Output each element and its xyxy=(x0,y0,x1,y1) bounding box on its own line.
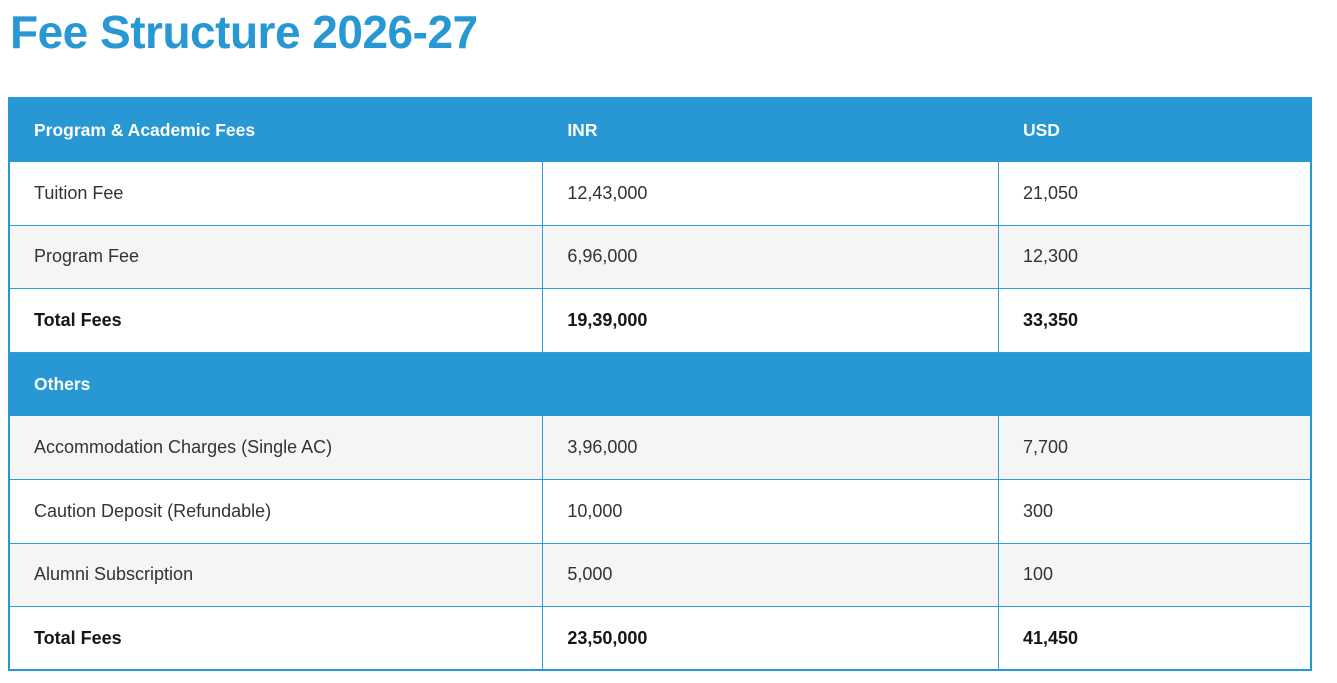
fee-usd-value: 41,450 xyxy=(998,606,1312,671)
fee-inr-value: 6,96,000 xyxy=(542,224,999,290)
fee-inr-value: 10,000 xyxy=(542,479,999,544)
table-row-program-fee: Program Fee 6,96,000 12,300 xyxy=(8,224,1312,290)
table-row-tuition-fee: Tuition Fee 12,43,000 21,050 xyxy=(8,161,1312,226)
fee-usd-value: 21,050 xyxy=(998,161,1312,226)
table-row-caution-deposit: Caution Deposit (Refundable) 10,000 300 xyxy=(8,479,1312,544)
fee-label: Program Fee xyxy=(8,224,544,290)
fee-label: Accommodation Charges (Single AC) xyxy=(8,415,544,481)
fee-inr-value: 12,43,000 xyxy=(542,161,999,226)
section-header-program-academic-fees: Program & Academic Fees INR USD xyxy=(8,97,1312,163)
section-header-others: Others xyxy=(8,351,1312,417)
column-header-usd: USD xyxy=(998,97,1312,163)
fee-inr-value: 3,96,000 xyxy=(542,415,999,481)
page-title: Fee Structure 2026-27 xyxy=(10,6,478,58)
section-header-label: Others xyxy=(8,351,544,417)
fee-usd-value: 12,300 xyxy=(998,224,1312,290)
fee-structure-table: Program & Academic Fees INR USD Tuition … xyxy=(8,97,1312,672)
table-row-alumni-subscription: Alumni Subscription 5,000 100 xyxy=(8,542,1312,608)
column-header-inr: INR xyxy=(542,97,999,163)
fee-usd-value: 33,350 xyxy=(998,288,1312,353)
fee-label: Total Fees xyxy=(8,288,544,353)
fee-usd-value: 100 xyxy=(998,542,1312,608)
table-row-accommodation-charges: Accommodation Charges (Single AC) 3,96,0… xyxy=(8,415,1312,481)
section-header-usd-blank xyxy=(998,351,1312,417)
table-row-total-fees-others: Total Fees 23,50,000 41,450 xyxy=(8,606,1312,671)
fee-label: Tuition Fee xyxy=(8,161,544,226)
fee-usd-value: 7,700 xyxy=(998,415,1312,481)
section-header-label: Program & Academic Fees xyxy=(8,97,544,163)
fee-inr-value: 5,000 xyxy=(542,542,999,608)
fee-inr-value: 23,50,000 xyxy=(542,606,999,671)
fee-label: Alumni Subscription xyxy=(8,542,544,608)
fee-usd-value: 300 xyxy=(998,479,1312,544)
fee-label: Caution Deposit (Refundable) xyxy=(8,479,544,544)
fee-label: Total Fees xyxy=(8,606,544,671)
table-row-total-fees-program: Total Fees 19,39,000 33,350 xyxy=(8,288,1312,353)
fee-inr-value: 19,39,000 xyxy=(542,288,999,353)
section-header-inr-blank xyxy=(542,351,999,417)
